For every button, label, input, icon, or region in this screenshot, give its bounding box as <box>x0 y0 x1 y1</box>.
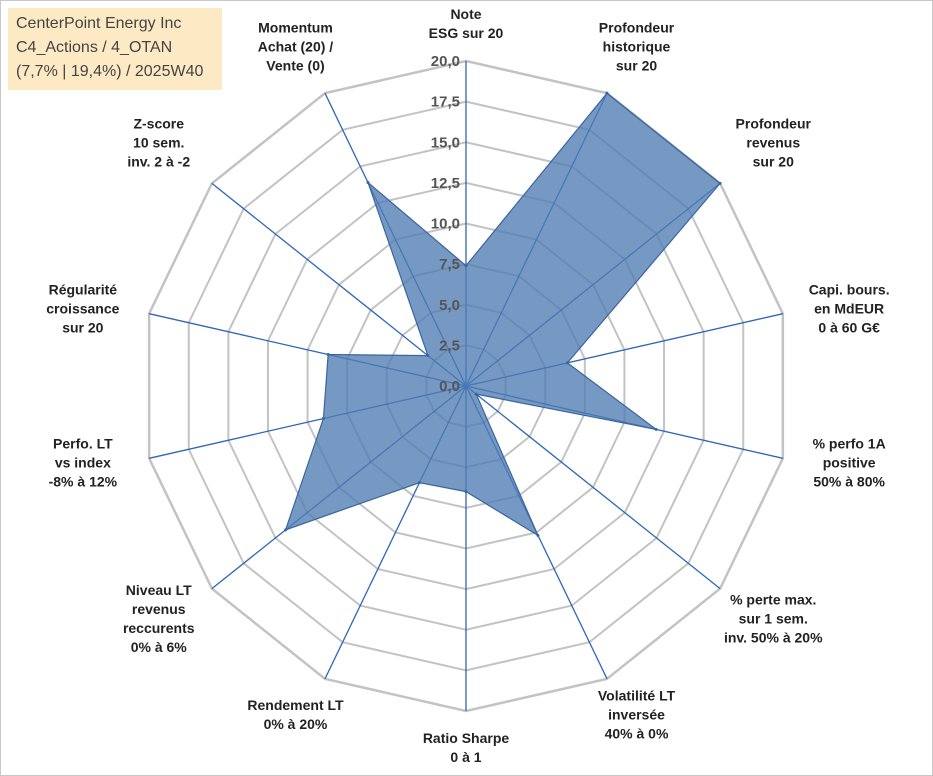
axis-label-line: % perte max. <box>730 592 816 608</box>
tick-label: 2,5 <box>439 337 460 354</box>
axis-spoke-12 <box>211 182 467 387</box>
axis-labels: Note ESG sur 20 Profondeur historique sur 20… <box>46 6 889 765</box>
axis-label-3: Capi. bours. en MdEUR 0 à 60 G€ <box>809 282 890 336</box>
axis-label-line: -8% à 12% <box>49 473 118 489</box>
axis-label-line: vs index <box>55 454 111 470</box>
series-area-0 <box>284 92 721 537</box>
chart-title-box: CenterPoint Energy Inc C4_Actions / 4_OT… <box>8 8 222 90</box>
tick-label: 15,0 <box>431 134 460 151</box>
axis-label-line: Capi. bours. <box>809 282 890 298</box>
tick-label: 7,5 <box>439 256 460 273</box>
axis-label-line: reccurents <box>123 620 195 636</box>
tick-label: 12,5 <box>431 175 460 192</box>
axis-label-11: Régularité croissance sur 20 <box>46 282 119 336</box>
axis-label-line: inv. 50% à 20% <box>724 630 823 646</box>
axis-label-2: Profondeur revenus sur 20 <box>736 115 812 169</box>
axis-label-line: croissance <box>46 301 119 317</box>
data-point-5 <box>474 392 478 396</box>
axis-label-line: Profondeur <box>736 115 812 131</box>
series-group <box>284 91 722 537</box>
axis-label-line: en MdEUR <box>814 301 884 317</box>
data-point-7 <box>464 490 468 494</box>
axis-label-line: Volatilité LT <box>598 687 676 703</box>
data-point-13 <box>366 180 370 184</box>
axis-label-line: Ratio Sharpe <box>423 730 510 746</box>
axis-label-8: Rendement LT 0% à 20% <box>247 697 344 732</box>
data-point-12 <box>426 354 430 358</box>
title-line-metrics: (7,7% | 19,4%) / 2025W40 <box>16 63 204 80</box>
tick-label: 17,5 <box>431 94 460 111</box>
data-point-11 <box>326 353 330 357</box>
axis-label-9: Niveau LT revenus reccurents 0% à 6% <box>123 582 195 655</box>
data-point-3 <box>565 361 569 365</box>
data-point-2 <box>718 181 722 185</box>
axis-label-12: Z-score 10 sem. inv. 2 à -2 <box>127 115 190 169</box>
axis-label-line: Niveau LT <box>126 582 192 598</box>
axis-label-line: Achat (20) / <box>258 39 334 55</box>
axis-label-line: sur 20 <box>753 153 794 169</box>
axis-label-line: inv. 2 à -2 <box>127 153 190 169</box>
axis-label-line: Rendement LT <box>247 697 344 713</box>
axis-label-line: inversée <box>608 706 665 722</box>
axis-label-line: sur 20 <box>616 58 657 74</box>
title-line-company: CenterPoint Energy Inc <box>16 15 182 32</box>
axis-label-line: ESG sur 20 <box>429 25 504 41</box>
data-point-0 <box>464 264 468 268</box>
axis-label-line: historique <box>603 39 671 55</box>
tick-label: 0,0 <box>439 378 460 395</box>
axis-label-10: Perfo. LT vs index -8% à 12% <box>49 435 118 489</box>
axis-label-line: 40% à 0% <box>605 725 669 741</box>
data-point-8 <box>417 481 421 485</box>
axis-label-line: Perfo. LT <box>53 435 113 451</box>
axis-label-0: Note ESG sur 20 <box>429 6 504 41</box>
axis-label-4: % perfo 1A positive 50% à 80% <box>813 435 886 489</box>
axis-label-6: Volatilité LT inversée 40% à 0% <box>598 687 676 741</box>
axis-label-line: Profondeur <box>599 20 675 36</box>
axis-label-line: revenus <box>132 601 186 617</box>
tick-label: 10,0 <box>431 216 460 233</box>
axis-label-line: % perfo 1A <box>813 435 886 451</box>
data-point-4 <box>654 427 658 431</box>
axis-spoke-5 <box>465 385 721 590</box>
axis-label-line: positive <box>823 454 876 470</box>
axis-label-line: Régularité <box>49 282 118 298</box>
axis-label-line: Z-score <box>133 115 184 131</box>
axis-label-line: 50% à 80% <box>813 473 885 489</box>
axis-label-1: Profondeur historique sur 20 <box>599 20 675 74</box>
axis-label-13: Momentum Achat (20) / Vente (0) <box>258 20 334 74</box>
axis-label-line: sur 1 sem. <box>739 611 808 627</box>
tick-label: 5,0 <box>439 297 460 314</box>
axis-label-line: sur 20 <box>62 320 103 336</box>
axis-label-line: Momentum <box>258 20 333 36</box>
axis-label-line: 0 à 60 G€ <box>818 320 880 336</box>
axis-label-line: revenus <box>746 134 800 150</box>
axis-label-line: 0% à 20% <box>264 716 328 732</box>
axis-label-line: 0 à 1 <box>450 749 481 765</box>
axis-label-line: Vente (0) <box>266 58 324 74</box>
data-point-10 <box>321 417 325 421</box>
tick-labels: 0,0 2,5 5,0 7,5 10,0 12,5 15,0 17,5 20,0 <box>431 53 460 395</box>
tick-label: 20,0 <box>431 53 460 70</box>
data-point-1 <box>605 91 609 95</box>
axis-label-5: % perte max. sur 1 sem. inv. 50% à 20% <box>724 592 823 646</box>
data-point-6 <box>536 533 540 537</box>
axis-label-7: Ratio Sharpe 0 à 1 <box>423 730 510 765</box>
axis-label-line: 0% à 6% <box>131 639 188 655</box>
axis-label-line: 10 sem. <box>133 134 184 150</box>
data-point-9 <box>284 528 288 532</box>
title-line-category: C4_Actions / 4_OTAN <box>16 39 173 56</box>
axis-label-line: Note <box>450 6 481 22</box>
